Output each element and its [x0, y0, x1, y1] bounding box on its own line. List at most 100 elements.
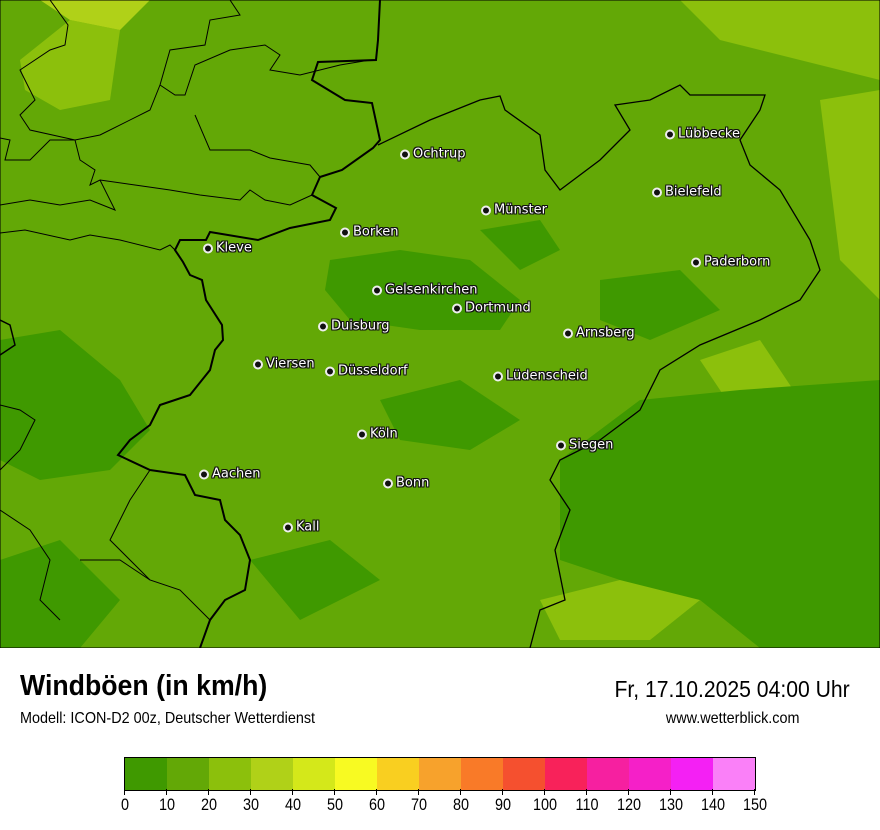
city-marker: Gelsenkirchen — [372, 283, 478, 298]
city-dot — [372, 285, 382, 295]
legend-tick-label: 30 — [242, 795, 259, 814]
city-marker: Duisburg — [318, 319, 390, 334]
legend-swatch — [671, 758, 713, 790]
city-marker: Düsseldorf — [325, 364, 408, 379]
legend-tick — [628, 789, 629, 795]
forecast-datetime: Fr, 17.10.2025 04:00 Uhr — [614, 676, 850, 702]
city-label: Ochtrup — [413, 146, 466, 162]
website-link[interactable]: www.wetterblick.com — [665, 710, 799, 727]
low-gust-areas — [0, 220, 880, 648]
city-label: Bielefeld — [665, 184, 722, 200]
city-marker: Dortmund — [452, 301, 531, 316]
legend-swatch — [419, 758, 461, 790]
legend-tick — [544, 789, 545, 795]
legend-tick-label: 40 — [284, 795, 301, 814]
legend-tick — [502, 789, 503, 795]
legend-tick-label: 0 — [120, 795, 129, 814]
legend-swatch — [545, 758, 587, 790]
legend-tick — [250, 789, 251, 795]
city-label: Bonn — [396, 475, 430, 491]
legend-tick-label: 90 — [494, 795, 511, 814]
legend-tick — [670, 789, 671, 795]
city-dot — [652, 187, 662, 197]
model-source: Modell: ICON-D2 00z, Deutscher Wetterdie… — [20, 710, 316, 727]
color-scale-legend — [124, 757, 756, 791]
map-title: Windböen (in km/h) — [20, 670, 268, 702]
state-border — [377, 84, 821, 648]
city-dot — [283, 522, 293, 532]
city-dot — [325, 366, 335, 376]
legend-swatch — [125, 758, 167, 790]
legend-swatch — [335, 758, 377, 790]
legend-tick-label: 130 — [658, 795, 683, 814]
legend-tick — [292, 789, 293, 795]
city-marker: Aachen — [199, 467, 260, 482]
borders — [0, 0, 880, 648]
city-marker: Borken — [340, 225, 399, 240]
legend-tick-label: 150 — [742, 795, 767, 814]
city-label: Kall — [296, 519, 320, 535]
legend-tick — [712, 789, 713, 795]
city-marker: Kall — [283, 520, 320, 535]
city-label: Siegen — [569, 437, 614, 453]
legend-swatch — [461, 758, 503, 790]
legend-tick — [460, 789, 461, 795]
legend-tick-label: 80 — [452, 795, 469, 814]
legend-tick-label: 120 — [616, 795, 641, 814]
legend-tick-label: 60 — [368, 795, 385, 814]
city-dot — [199, 469, 209, 479]
legend-swatch — [503, 758, 545, 790]
legend-swatch — [209, 758, 251, 790]
legend-ticks: 0 10 20 30 40 50 60 70 80 90 100 110 120 130 140 150 — [120, 789, 767, 829]
legend-tick — [334, 789, 335, 795]
legend-tick — [124, 789, 125, 795]
city-label: Duisburg — [331, 318, 390, 334]
city-label: Dortmund — [465, 300, 531, 316]
city-dot — [383, 478, 393, 488]
legend-tick-label: 100 — [532, 795, 557, 814]
city-label: Borken — [353, 224, 399, 240]
legend-swatch — [293, 758, 335, 790]
legend-swatch — [629, 758, 671, 790]
legend-swatch — [377, 758, 419, 790]
city-marker: Paderborn — [691, 255, 770, 270]
city-label: Köln — [370, 426, 398, 442]
legend-tick-label: 10 — [158, 795, 175, 814]
legend-swatch — [713, 758, 755, 790]
legend-swatch — [167, 758, 209, 790]
city-marker: Lübbecke — [665, 127, 740, 142]
city-dot — [665, 129, 675, 139]
city-dot — [203, 243, 213, 253]
legend-tick-label: 70 — [410, 795, 427, 814]
city-marker: Arnsberg — [563, 326, 635, 341]
city-label: Aachen — [212, 466, 261, 482]
city-marker: Kleve — [203, 241, 252, 256]
legend-tick — [586, 789, 587, 795]
legend-swatch — [251, 758, 293, 790]
legend-tick — [208, 789, 209, 795]
legend-tick-label: 110 — [574, 795, 599, 814]
city-dot — [691, 257, 701, 267]
city-dot — [452, 303, 462, 313]
legend-tick — [754, 789, 755, 795]
city-marker: Lüdenscheid — [493, 369, 588, 384]
city-marker: Münster — [481, 203, 547, 218]
city-label: Arnsberg — [576, 325, 635, 341]
national-border — [116, 0, 382, 648]
city-marker: Köln — [357, 427, 398, 442]
city-dot — [253, 359, 263, 369]
city-dot — [493, 371, 503, 381]
city-marker: Siegen — [556, 438, 613, 453]
city-label: Viersen — [266, 356, 315, 372]
city-marker: Viersen — [253, 357, 315, 372]
city-label: Gelsenkirchen — [385, 282, 478, 298]
city-marker: Bielefeld — [652, 185, 722, 200]
city-label: Lüdenscheid — [506, 368, 588, 384]
legend-tick — [376, 789, 377, 795]
city-label: Lübbecke — [678, 126, 740, 142]
city-label: Kleve — [216, 240, 252, 256]
city-marker: Ochtrup — [400, 147, 466, 162]
city-dot — [400, 149, 410, 159]
city-marker: Bonn — [383, 476, 429, 491]
city-label: Paderborn — [704, 254, 771, 270]
